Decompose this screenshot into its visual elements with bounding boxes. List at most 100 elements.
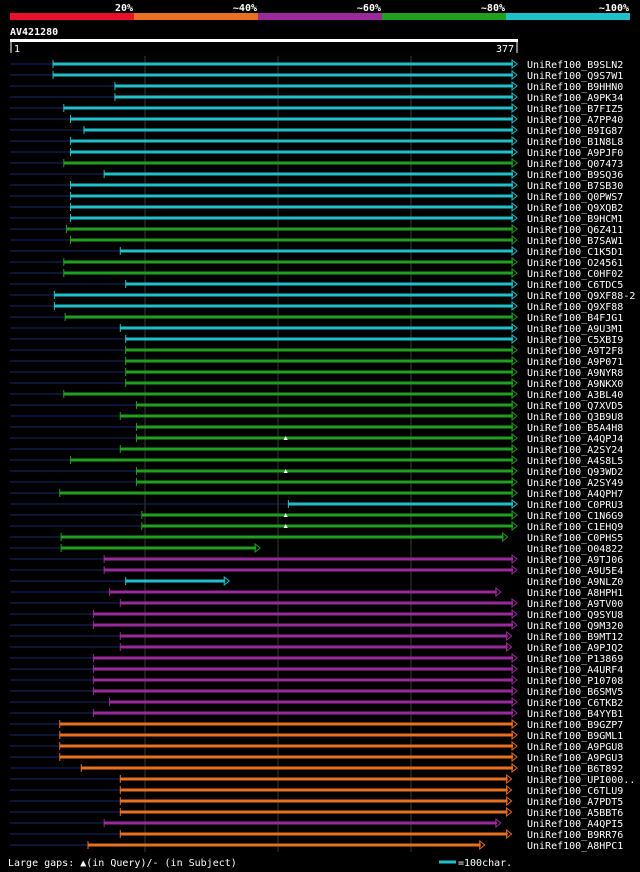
hit-label[interactable]: UniRef100_A9PJQ2 — [527, 643, 623, 654]
hit-label[interactable]: UniRef100_A9PJF0 — [527, 148, 623, 159]
hit-row[interactable]: UniRef100_C0PRU3 — [10, 498, 623, 511]
hit-label[interactable]: UniRef100_B9SQ36 — [527, 170, 623, 181]
hit-label[interactable]: UniRef100_B6T892 — [527, 764, 623, 775]
hit-label[interactable]: UniRef100_A9NLZ0 — [527, 577, 623, 588]
hit-row[interactable]: UniRef100_A4QPJ4 — [10, 432, 623, 445]
hit-label[interactable]: UniRef100_A9TJ06 — [527, 555, 623, 566]
hit-row[interactable]: UniRef100_A3BL40 — [10, 388, 623, 401]
hit-label[interactable]: UniRef100_C6TKB2 — [527, 698, 623, 709]
hit-row[interactable]: UniRef100_B9SQ36 — [10, 168, 623, 181]
hit-label[interactable]: UniRef100_A9PGU8 — [527, 742, 623, 753]
hit-row[interactable]: UniRef100_Q9XQB2 — [10, 201, 623, 214]
hit-label[interactable]: UniRef100_C1EHQ9 — [527, 522, 623, 533]
hit-row[interactable]: UniRef100_A5BBT6 — [10, 806, 623, 819]
hit-label[interactable]: UniRef100_C6TDC5 — [527, 280, 623, 291]
hit-row[interactable]: UniRef100_B4YYB1 — [10, 707, 623, 720]
hit-label[interactable]: UniRef100_A8HPH1 — [527, 588, 623, 599]
hit-row[interactable]: UniRef100_Q07473 — [10, 157, 623, 170]
hit-row[interactable]: UniRef100_Q9XF88-2 — [10, 289, 635, 302]
hit-row[interactable]: UniRef100_A4QPI5 — [10, 817, 623, 830]
hit-row[interactable]: UniRef100_C5XBI9 — [10, 333, 623, 346]
hit-label[interactable]: UniRef100_B9HHN0 — [527, 82, 623, 93]
hit-row[interactable]: UniRef100_A9PK34 — [10, 91, 623, 104]
hit-row[interactable]: UniRef100_A4URF4 — [10, 663, 623, 676]
hit-label[interactable]: UniRef100_A8HPC1 — [527, 841, 623, 852]
hit-label[interactable]: UniRef100_P13869 — [527, 654, 623, 665]
hit-label[interactable]: UniRef100_O24561 — [527, 258, 623, 269]
hit-label[interactable]: UniRef100_A4S8L5 — [527, 456, 623, 467]
hit-label[interactable]: UniRef100_A4URF4 — [527, 665, 623, 676]
hit-label[interactable]: UniRef100_C1K5D1 — [527, 247, 623, 258]
hit-label[interactable]: UniRef100_A4QPI5 — [527, 819, 623, 830]
hit-label[interactable]: UniRef100_A9NYR8 — [527, 368, 623, 379]
hit-row[interactable]: UniRef100_Q9SYU8 — [10, 608, 623, 621]
hit-label[interactable]: UniRef100_A9TV00 — [527, 599, 623, 610]
hit-label[interactable]: UniRef100_Q93WD2 — [527, 467, 623, 478]
hit-row[interactable]: UniRef100_A9P071 — [10, 355, 623, 368]
hit-label[interactable]: UniRef100_A9PGU3 — [527, 753, 623, 764]
hit-row[interactable]: UniRef100_A9PGU8 — [10, 740, 623, 753]
hit-label[interactable]: UniRef100_B5A4H8 — [527, 423, 623, 434]
hit-row[interactable]: UniRef100_C6TKB2 — [10, 696, 623, 709]
hit-label[interactable]: UniRef100_O04822 — [527, 544, 623, 555]
hit-label[interactable]: UniRef100_A9U3M1 — [527, 324, 623, 335]
hit-label[interactable]: UniRef100_C5XBI9 — [527, 335, 623, 346]
hit-label[interactable]: UniRef100_B9HCM1 — [527, 214, 623, 225]
hit-label[interactable]: UniRef100_A9NKX0 — [527, 379, 623, 390]
hit-label[interactable]: UniRef100_B9GML1 — [527, 731, 623, 742]
hit-row[interactable]: UniRef100_Q9XF88 — [10, 300, 623, 313]
hit-row[interactable]: UniRef100_UPI000.. — [10, 773, 635, 786]
hit-row[interactable]: UniRef100_Q0PWS7 — [10, 190, 623, 203]
hit-row[interactable]: UniRef100_P10708 — [10, 674, 623, 687]
hit-row[interactable]: UniRef100_Q93WD2 — [10, 465, 623, 478]
hit-label[interactable]: UniRef100_Q9XQB2 — [527, 203, 623, 214]
hit-row[interactable]: UniRef100_C1N6G9 — [10, 509, 623, 522]
hit-label[interactable]: UniRef100_C0HF02 — [527, 269, 623, 280]
hit-row[interactable]: UniRef100_B9GZP7 — [10, 718, 623, 731]
hit-row[interactable]: UniRef100_A8HPC1 — [10, 839, 623, 852]
hit-label[interactable]: UniRef100_B4YYB1 — [527, 709, 623, 720]
hit-row[interactable]: UniRef100_A9PJQ2 — [10, 641, 623, 654]
hit-label[interactable]: UniRef100_Q9XF88-2 — [527, 291, 635, 302]
hit-label[interactable]: UniRef100_B4FJG1 — [527, 313, 623, 324]
hit-label[interactable]: UniRef100_B7FIZ5 — [527, 104, 623, 115]
hit-label[interactable]: UniRef100_C6TLU9 — [527, 786, 623, 797]
hit-row[interactable]: UniRef100_B9HCM1 — [10, 212, 623, 225]
hit-row[interactable]: UniRef100_C0HF02 — [10, 267, 623, 280]
hit-label[interactable]: UniRef100_A2SY49 — [527, 478, 623, 489]
hit-label[interactable]: UniRef100_A4QPH7 — [527, 489, 623, 500]
hit-row[interactable]: UniRef100_B9RR76 — [10, 828, 623, 841]
hit-row[interactable]: UniRef100_Q9S7W1 — [10, 69, 623, 82]
hit-row[interactable]: UniRef100_B9GML1 — [10, 729, 623, 742]
hit-row[interactable]: UniRef100_A9PGU3 — [10, 751, 623, 764]
hit-label[interactable]: UniRef100_A3BL40 — [527, 390, 623, 401]
hit-label[interactable]: UniRef100_Q0PWS7 — [527, 192, 623, 203]
hit-label[interactable]: UniRef100_UPI000.. — [527, 775, 635, 786]
hit-row[interactable]: UniRef100_C0PHS5 — [10, 531, 623, 544]
hit-label[interactable]: UniRef100_A4QPJ4 — [527, 434, 623, 445]
hit-row[interactable]: UniRef100_A8HPH1 — [10, 586, 623, 599]
hit-row[interactable]: UniRef100_O04822 — [10, 542, 623, 555]
hit-label[interactable]: UniRef100_B9IG87 — [527, 126, 623, 137]
hit-label[interactable]: UniRef100_B9MT12 — [527, 632, 623, 643]
hit-row[interactable]: UniRef100_A2SY49 — [10, 476, 623, 489]
hit-label[interactable]: UniRef100_B9GZP7 — [527, 720, 623, 731]
hit-row[interactable]: UniRef100_B7FIZ5 — [10, 102, 623, 115]
hit-row[interactable]: UniRef100_B9IG87 — [10, 124, 623, 137]
hit-label[interactable]: UniRef100_A7PDT5 — [527, 797, 623, 808]
hit-label[interactable]: UniRef100_B9SLN2 — [527, 60, 623, 71]
hit-row[interactable]: UniRef100_B5A4H8 — [10, 421, 623, 434]
hit-row[interactable]: UniRef100_C1K5D1 — [10, 245, 623, 258]
hit-label[interactable]: UniRef100_A9P071 — [527, 357, 623, 368]
hit-row[interactable]: UniRef100_A4QPH7 — [10, 487, 623, 500]
hit-label[interactable]: UniRef100_Q3B9U8 — [527, 412, 623, 423]
hit-label[interactable]: UniRef100_A5BBT6 — [527, 808, 623, 819]
hit-row[interactable]: UniRef100_B9HHN0 — [10, 80, 623, 93]
hit-label[interactable]: UniRef100_Q7XVD5 — [527, 401, 623, 412]
hit-label[interactable]: UniRef100_B1N8L8 — [527, 137, 623, 148]
hit-row[interactable]: UniRef100_Q9M320 — [10, 619, 623, 632]
hit-row[interactable]: UniRef100_C6TDC5 — [10, 278, 623, 291]
hit-label[interactable]: UniRef100_P10708 — [527, 676, 623, 687]
hit-label[interactable]: UniRef100_C1N6G9 — [527, 511, 623, 522]
hit-row[interactable]: UniRef100_B4FJG1 — [10, 311, 623, 324]
